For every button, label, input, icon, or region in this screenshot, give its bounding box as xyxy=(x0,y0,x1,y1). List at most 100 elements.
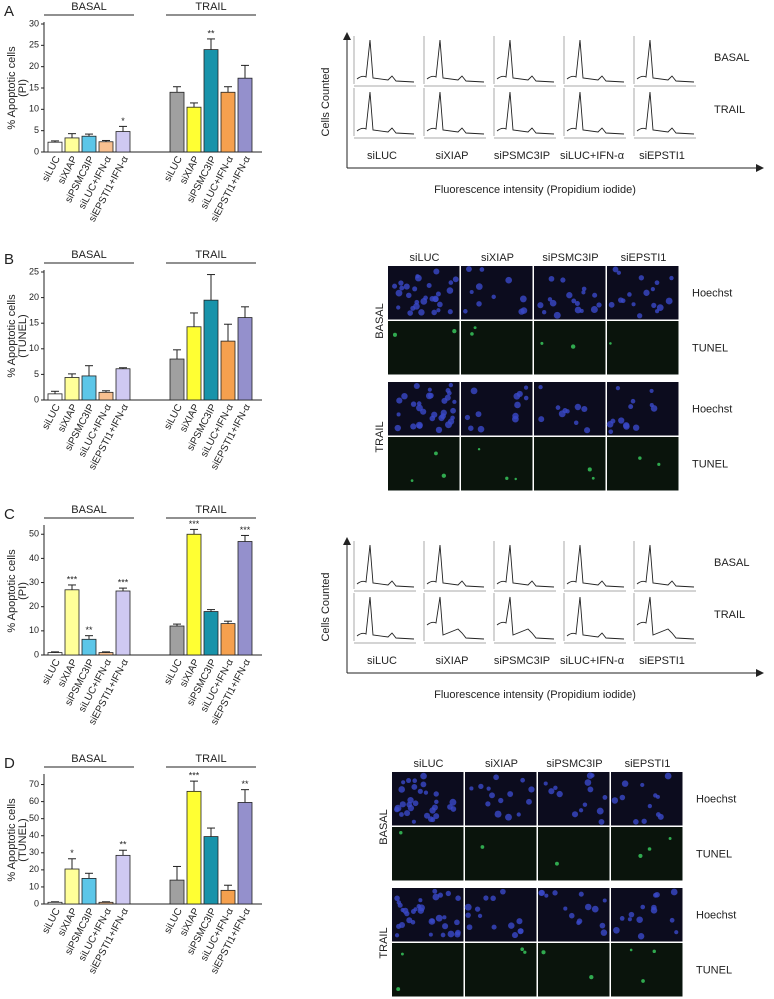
cell-dot xyxy=(485,801,491,807)
group-label: BASAL xyxy=(71,504,106,516)
cell-dot xyxy=(398,786,405,793)
column-label: siXIAP xyxy=(481,252,514,264)
bar xyxy=(81,878,97,905)
bar xyxy=(220,889,236,905)
cell-dot xyxy=(627,917,632,922)
cell-dot xyxy=(541,309,547,315)
cell-dot xyxy=(505,276,513,284)
row-label: BASAL xyxy=(714,557,749,569)
cell-dot xyxy=(619,916,625,921)
cell-dot xyxy=(493,774,499,781)
cell-dot xyxy=(500,888,506,895)
cell-dot xyxy=(652,949,656,954)
image-background xyxy=(388,321,460,375)
cell-dot xyxy=(406,801,413,808)
micrograph xyxy=(534,321,606,375)
y-tick-label: 50 xyxy=(29,813,39,823)
y-tick-label: 15 xyxy=(29,318,39,328)
cell-dot xyxy=(523,395,529,401)
cell-dot xyxy=(470,387,478,395)
cell-dot xyxy=(394,804,402,812)
cell-dot xyxy=(394,933,400,938)
micrograph xyxy=(461,266,533,320)
micrograph xyxy=(538,943,610,997)
arrow xyxy=(343,32,351,40)
cell-dot xyxy=(651,302,657,308)
cell-dot xyxy=(433,813,440,820)
cell-dot xyxy=(610,418,616,424)
cell-dot xyxy=(637,933,645,940)
group-label: BASAL xyxy=(71,753,106,765)
bar xyxy=(47,901,63,905)
bar xyxy=(47,141,63,153)
cell-dot xyxy=(399,801,406,808)
cell-dot xyxy=(589,974,594,980)
cell-dot xyxy=(433,268,440,275)
cell-dot xyxy=(520,777,526,783)
cell-dot xyxy=(466,266,472,272)
bar xyxy=(98,141,114,153)
group-label: TRAIL xyxy=(195,1,226,13)
cell-dot xyxy=(477,447,481,451)
cell-dot xyxy=(514,401,521,409)
bar xyxy=(81,375,97,401)
cell-dot xyxy=(483,895,489,901)
image-background xyxy=(611,888,683,942)
cell-dot xyxy=(627,292,632,297)
histogram xyxy=(496,544,555,588)
cell-dot xyxy=(412,800,419,807)
cell-dot xyxy=(619,794,626,801)
cell-dot xyxy=(402,907,409,914)
bar xyxy=(186,533,202,656)
cell-dot xyxy=(641,818,647,824)
condition-label: TRAIL xyxy=(378,927,390,958)
cell-dot xyxy=(587,786,594,793)
cell-dot xyxy=(452,399,457,404)
cell-dot xyxy=(596,302,602,308)
cell-dot xyxy=(640,782,645,788)
panel-letter: A xyxy=(4,3,14,20)
micrograph xyxy=(534,266,606,320)
group-label: BASAL xyxy=(71,1,106,13)
cell-dot xyxy=(590,305,598,313)
bar xyxy=(115,590,131,656)
y-tick-label: 20 xyxy=(29,864,39,874)
micrograph xyxy=(607,437,679,491)
cell-dot xyxy=(628,404,634,410)
cell-dot xyxy=(491,924,497,930)
cell-dot xyxy=(656,304,664,312)
micrograph xyxy=(611,827,683,881)
cell-dot xyxy=(445,890,451,897)
cell-dot xyxy=(416,401,422,406)
column-label: siXIAP xyxy=(435,150,468,162)
cell-dot xyxy=(403,283,410,290)
cell-dot xyxy=(505,476,509,481)
bar xyxy=(64,589,80,656)
image-background xyxy=(534,321,606,375)
cell-dot xyxy=(507,791,514,797)
bar xyxy=(81,638,97,656)
row-label: TRAIL xyxy=(714,104,745,116)
stain-label: TUNEL xyxy=(696,964,732,976)
cell-dot xyxy=(638,456,642,460)
bar xyxy=(115,854,131,905)
cell-dot xyxy=(410,423,417,430)
cell-dot xyxy=(449,798,457,806)
cell-dot xyxy=(581,405,588,413)
cell-dot xyxy=(553,311,561,319)
cell-dot xyxy=(616,270,621,275)
cell-dot xyxy=(435,426,443,434)
cell-dot xyxy=(396,305,401,310)
cell-dot xyxy=(434,799,439,805)
cell-dot xyxy=(401,780,406,785)
cell-dot xyxy=(574,306,582,314)
image-background xyxy=(607,382,679,436)
stain-label: TUNEL xyxy=(696,848,732,860)
image-background xyxy=(461,437,533,491)
cell-dot xyxy=(632,424,640,431)
cell-dot xyxy=(455,929,461,936)
cell-dot xyxy=(638,275,645,281)
cell-dot xyxy=(407,310,414,316)
bar xyxy=(47,652,63,656)
cell-dot xyxy=(455,895,461,901)
